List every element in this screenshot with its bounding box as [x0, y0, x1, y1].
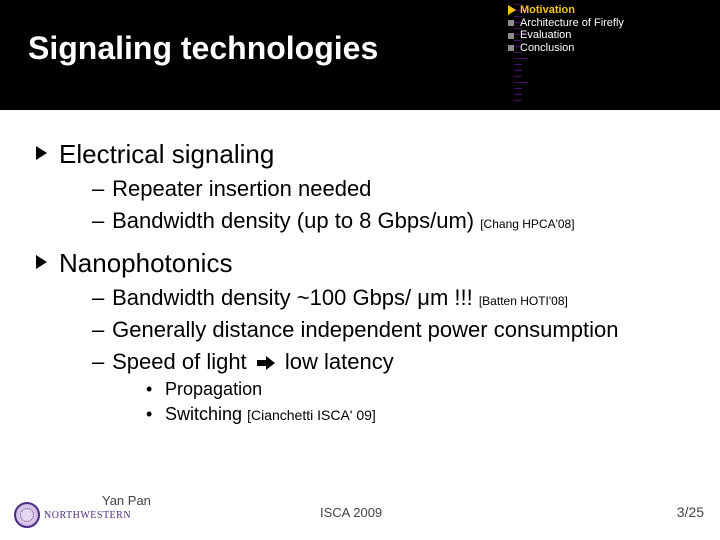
dash-bullet-icon: – [92, 208, 106, 234]
author-name: Yan Pan [102, 493, 151, 508]
page-number: 3/25 [677, 504, 704, 520]
sub-text: Bandwidth density ~100 Gbps/ μm !!! [112, 285, 473, 310]
sub-text: Generally distance independent power con… [112, 317, 618, 342]
arrow-right-icon [508, 5, 516, 15]
header-bar: Signaling technologies Motivation Archit… [0, 0, 720, 110]
bullet-heading: Electrical signaling [59, 139, 274, 170]
subsub-bullet: • Switching [Cianchetti ISCA' 09] [146, 404, 696, 425]
slide-body: Electrical signaling – Repeater insertio… [36, 125, 696, 425]
dot-bullet-icon: • [146, 404, 160, 425]
bullet-nanophotonics: Nanophotonics [36, 248, 696, 279]
nav-label: Evaluation [520, 29, 571, 42]
bullet-heading: Nanophotonics [59, 248, 232, 279]
nav-label: Conclusion [520, 42, 574, 55]
sub-text: Bandwidth density (up to 8 Gbps/um) [112, 208, 474, 233]
venue-label: ISCA 2009 [320, 505, 382, 520]
dash-bullet-icon: – [92, 285, 106, 311]
triangle-bullet-icon [36, 146, 47, 160]
square-bullet-icon [508, 45, 514, 51]
page-current: 3 [677, 504, 685, 520]
logo-text: NORTHWESTERN [44, 510, 131, 521]
square-bullet-icon [508, 33, 514, 39]
sub-bullet: – Repeater insertion needed [92, 176, 696, 202]
outline-nav: Motivation Architecture of Firefly Evalu… [508, 4, 708, 55]
dot-bullet-icon: • [146, 379, 160, 400]
subsub-text: Propagation [165, 379, 262, 399]
nav-label: Architecture of Firefly [520, 17, 624, 30]
nav-item-motivation: Motivation [508, 4, 708, 17]
arrow-right-icon [257, 356, 275, 370]
footer: NORTHWESTERN Yan Pan ISCA 2009 3/25 [0, 494, 720, 530]
square-bullet-icon [508, 20, 514, 26]
sub-bullet: – Generally distance independent power c… [92, 317, 696, 343]
sub-bullet: – Bandwidth density (up to 8 Gbps/um) [C… [92, 208, 696, 234]
sub-text-pre: Speed of light [112, 349, 247, 374]
nav-label: Motivation [520, 4, 575, 17]
nav-item-architecture: Architecture of Firefly [508, 17, 708, 30]
sub-bullet: – Speed of light low latency [92, 349, 696, 375]
sub-bullet: – Bandwidth density ~100 Gbps/ μm !!! [B… [92, 285, 696, 311]
citation: [Chang HPCA'08] [480, 217, 574, 231]
slide: Signaling technologies Motivation Archit… [0, 0, 720, 540]
dash-bullet-icon: – [92, 349, 106, 375]
dash-bullet-icon: – [92, 176, 106, 202]
nav-item-evaluation: Evaluation [508, 29, 708, 42]
subsub-text: Switching [165, 404, 242, 424]
seal-icon [14, 502, 40, 528]
citation: [Batten HOTI'08] [479, 294, 568, 308]
page-total: 25 [688, 504, 704, 520]
triangle-bullet-icon [36, 255, 47, 269]
slide-title: Signaling technologies [28, 30, 378, 67]
dash-bullet-icon: – [92, 317, 106, 343]
sub-text: Repeater insertion needed [112, 176, 371, 201]
citation: [Cianchetti ISCA' 09] [247, 407, 376, 423]
nav-item-conclusion: Conclusion [508, 42, 708, 55]
bullet-electrical: Electrical signaling [36, 139, 696, 170]
sub-text-post: low latency [285, 349, 394, 374]
subsub-bullet: • Propagation [146, 379, 696, 400]
